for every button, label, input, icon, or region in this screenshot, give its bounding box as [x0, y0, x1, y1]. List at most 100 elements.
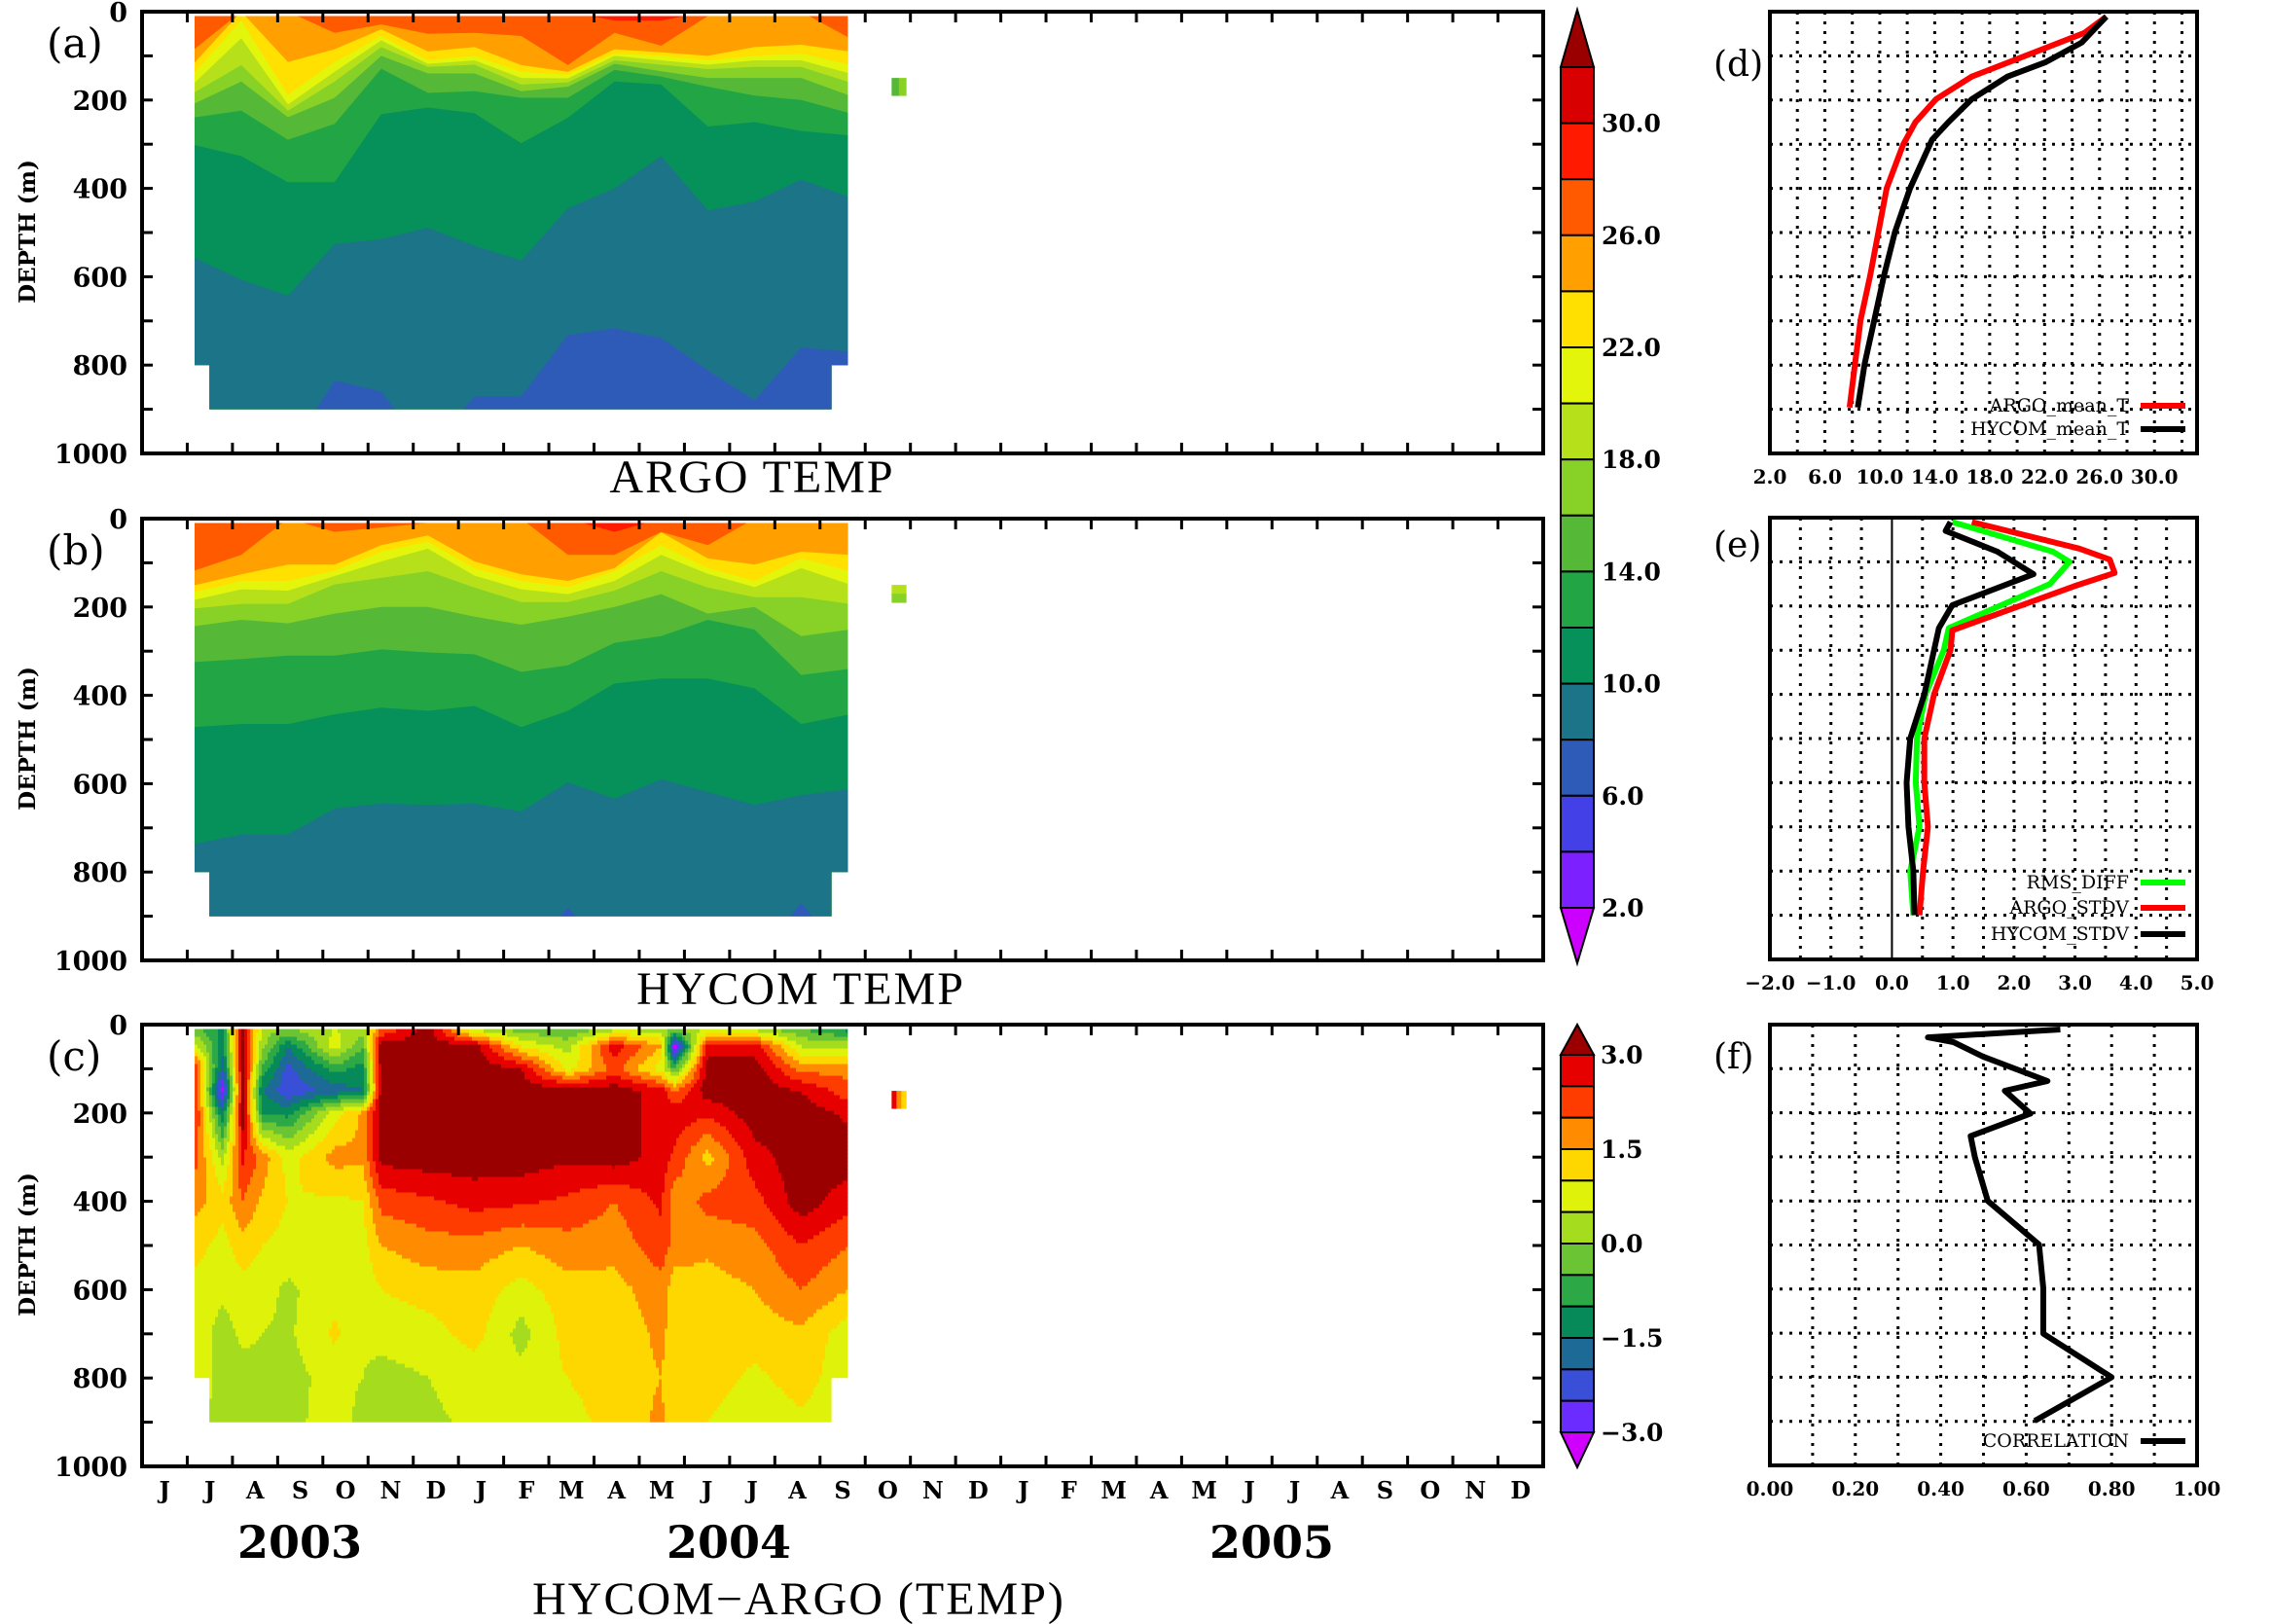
contour-cell — [381, 1087, 633, 1093]
contour-cell — [685, 1126, 727, 1132]
contour-cell — [361, 1379, 432, 1385]
contour-cell — [641, 1130, 683, 1136]
contour-cell — [195, 1246, 207, 1252]
contour-cell — [378, 1036, 406, 1042]
contour-cell — [215, 1075, 219, 1081]
contour-cell — [419, 1371, 566, 1377]
contour-cell — [665, 1406, 718, 1412]
contour-cell — [378, 1060, 490, 1065]
contour-cell — [422, 1169, 540, 1174]
contour-cell — [691, 1067, 698, 1073]
contour-cell — [311, 1383, 359, 1389]
contour-cell — [364, 1071, 368, 1077]
contour-cell — [600, 1044, 610, 1050]
contour-cell — [250, 1122, 254, 1128]
contour-cell — [703, 1040, 706, 1046]
contour-cell — [367, 1102, 371, 1108]
contour-cell — [381, 1075, 525, 1081]
contour-cell — [256, 1165, 269, 1171]
contour-cell — [597, 1184, 631, 1190]
contour-cell — [203, 1130, 207, 1136]
contour-cell — [285, 1095, 292, 1101]
contour-cell — [224, 1223, 239, 1229]
contour-cell — [235, 1060, 239, 1065]
contour-cell — [195, 1192, 207, 1198]
x-tick-label: 4.0 — [2119, 971, 2153, 994]
contour-cell — [641, 1145, 674, 1151]
contour-cell — [341, 1102, 365, 1108]
contour-cell — [279, 1293, 301, 1299]
isolated-profile-cell — [891, 78, 900, 88]
contour-cell — [370, 1359, 397, 1365]
contour-cell — [370, 1173, 379, 1178]
contour-cell — [784, 1270, 820, 1276]
contour-cell — [378, 1149, 642, 1155]
contour-cell — [317, 1110, 330, 1116]
contour-cell — [238, 1044, 242, 1050]
contour-cell — [513, 1336, 531, 1342]
contour-cell — [700, 1204, 768, 1209]
contour-cell — [691, 1060, 698, 1065]
contour-cell — [329, 1130, 356, 1136]
contour-cell — [790, 1064, 848, 1069]
contour-cell — [781, 1173, 848, 1178]
contour-cell — [557, 1324, 648, 1330]
contour-cell — [784, 1184, 838, 1190]
contour-cell — [536, 1285, 633, 1291]
contour-cell — [773, 1060, 785, 1065]
contour-cell — [233, 1130, 236, 1136]
contour-field — [195, 523, 848, 917]
contour-cell — [285, 1204, 365, 1209]
contour-cell — [618, 1208, 660, 1213]
contour-cell — [370, 1087, 374, 1093]
contour-cell — [253, 1145, 260, 1151]
contour-cell — [484, 1208, 607, 1213]
contour-cell — [618, 1270, 674, 1276]
contour-cell — [241, 1145, 248, 1151]
contour-cell — [218, 1106, 222, 1112]
contour-cell — [647, 1324, 668, 1330]
contour-cell — [235, 1083, 239, 1089]
contour-cell — [244, 1114, 248, 1120]
contour-cell — [667, 1297, 762, 1303]
contour-cell — [825, 1348, 848, 1353]
contour-cell — [770, 1246, 847, 1252]
contour-cell — [364, 1169, 371, 1174]
contour-cell — [250, 1032, 254, 1038]
contour-cell — [708, 1056, 756, 1062]
contour-cell — [227, 1118, 231, 1124]
contour-cell — [224, 1106, 228, 1112]
contour-cell — [247, 1102, 251, 1108]
contour-cell — [481, 1048, 493, 1054]
contour-cell — [233, 1048, 236, 1054]
contour-cell — [641, 1137, 677, 1143]
contour-cell — [203, 1095, 207, 1101]
contour-cell — [230, 1060, 234, 1065]
contour-cell — [843, 1180, 848, 1186]
contour-cell — [484, 1336, 514, 1342]
contour-cell — [332, 1340, 336, 1346]
contour-cell — [574, 1387, 657, 1392]
contour-cell — [638, 1067, 657, 1073]
contour-cell — [247, 1122, 251, 1128]
contour-cell — [770, 1208, 794, 1213]
contour-cell — [691, 1040, 698, 1046]
contour-cell — [200, 1064, 204, 1069]
contour-cell — [262, 1141, 277, 1147]
contour-cell — [346, 1067, 365, 1073]
contour-cell — [262, 1114, 286, 1120]
contour-cell — [218, 1036, 225, 1042]
contour-cell — [545, 1293, 636, 1299]
contour-cell — [244, 1149, 254, 1155]
contour-cell — [306, 1422, 353, 1423]
contour-cell — [206, 1184, 222, 1190]
contour-cell — [510, 1281, 534, 1287]
contour-cell — [667, 1040, 671, 1046]
contour-cell — [542, 1289, 633, 1295]
contour-cell — [519, 1048, 540, 1054]
contour-cell — [667, 1091, 689, 1097]
contour-cell — [195, 1134, 198, 1139]
contour-cell — [198, 1083, 201, 1089]
contour-cell — [198, 1087, 201, 1093]
contour-cell — [624, 1278, 671, 1283]
